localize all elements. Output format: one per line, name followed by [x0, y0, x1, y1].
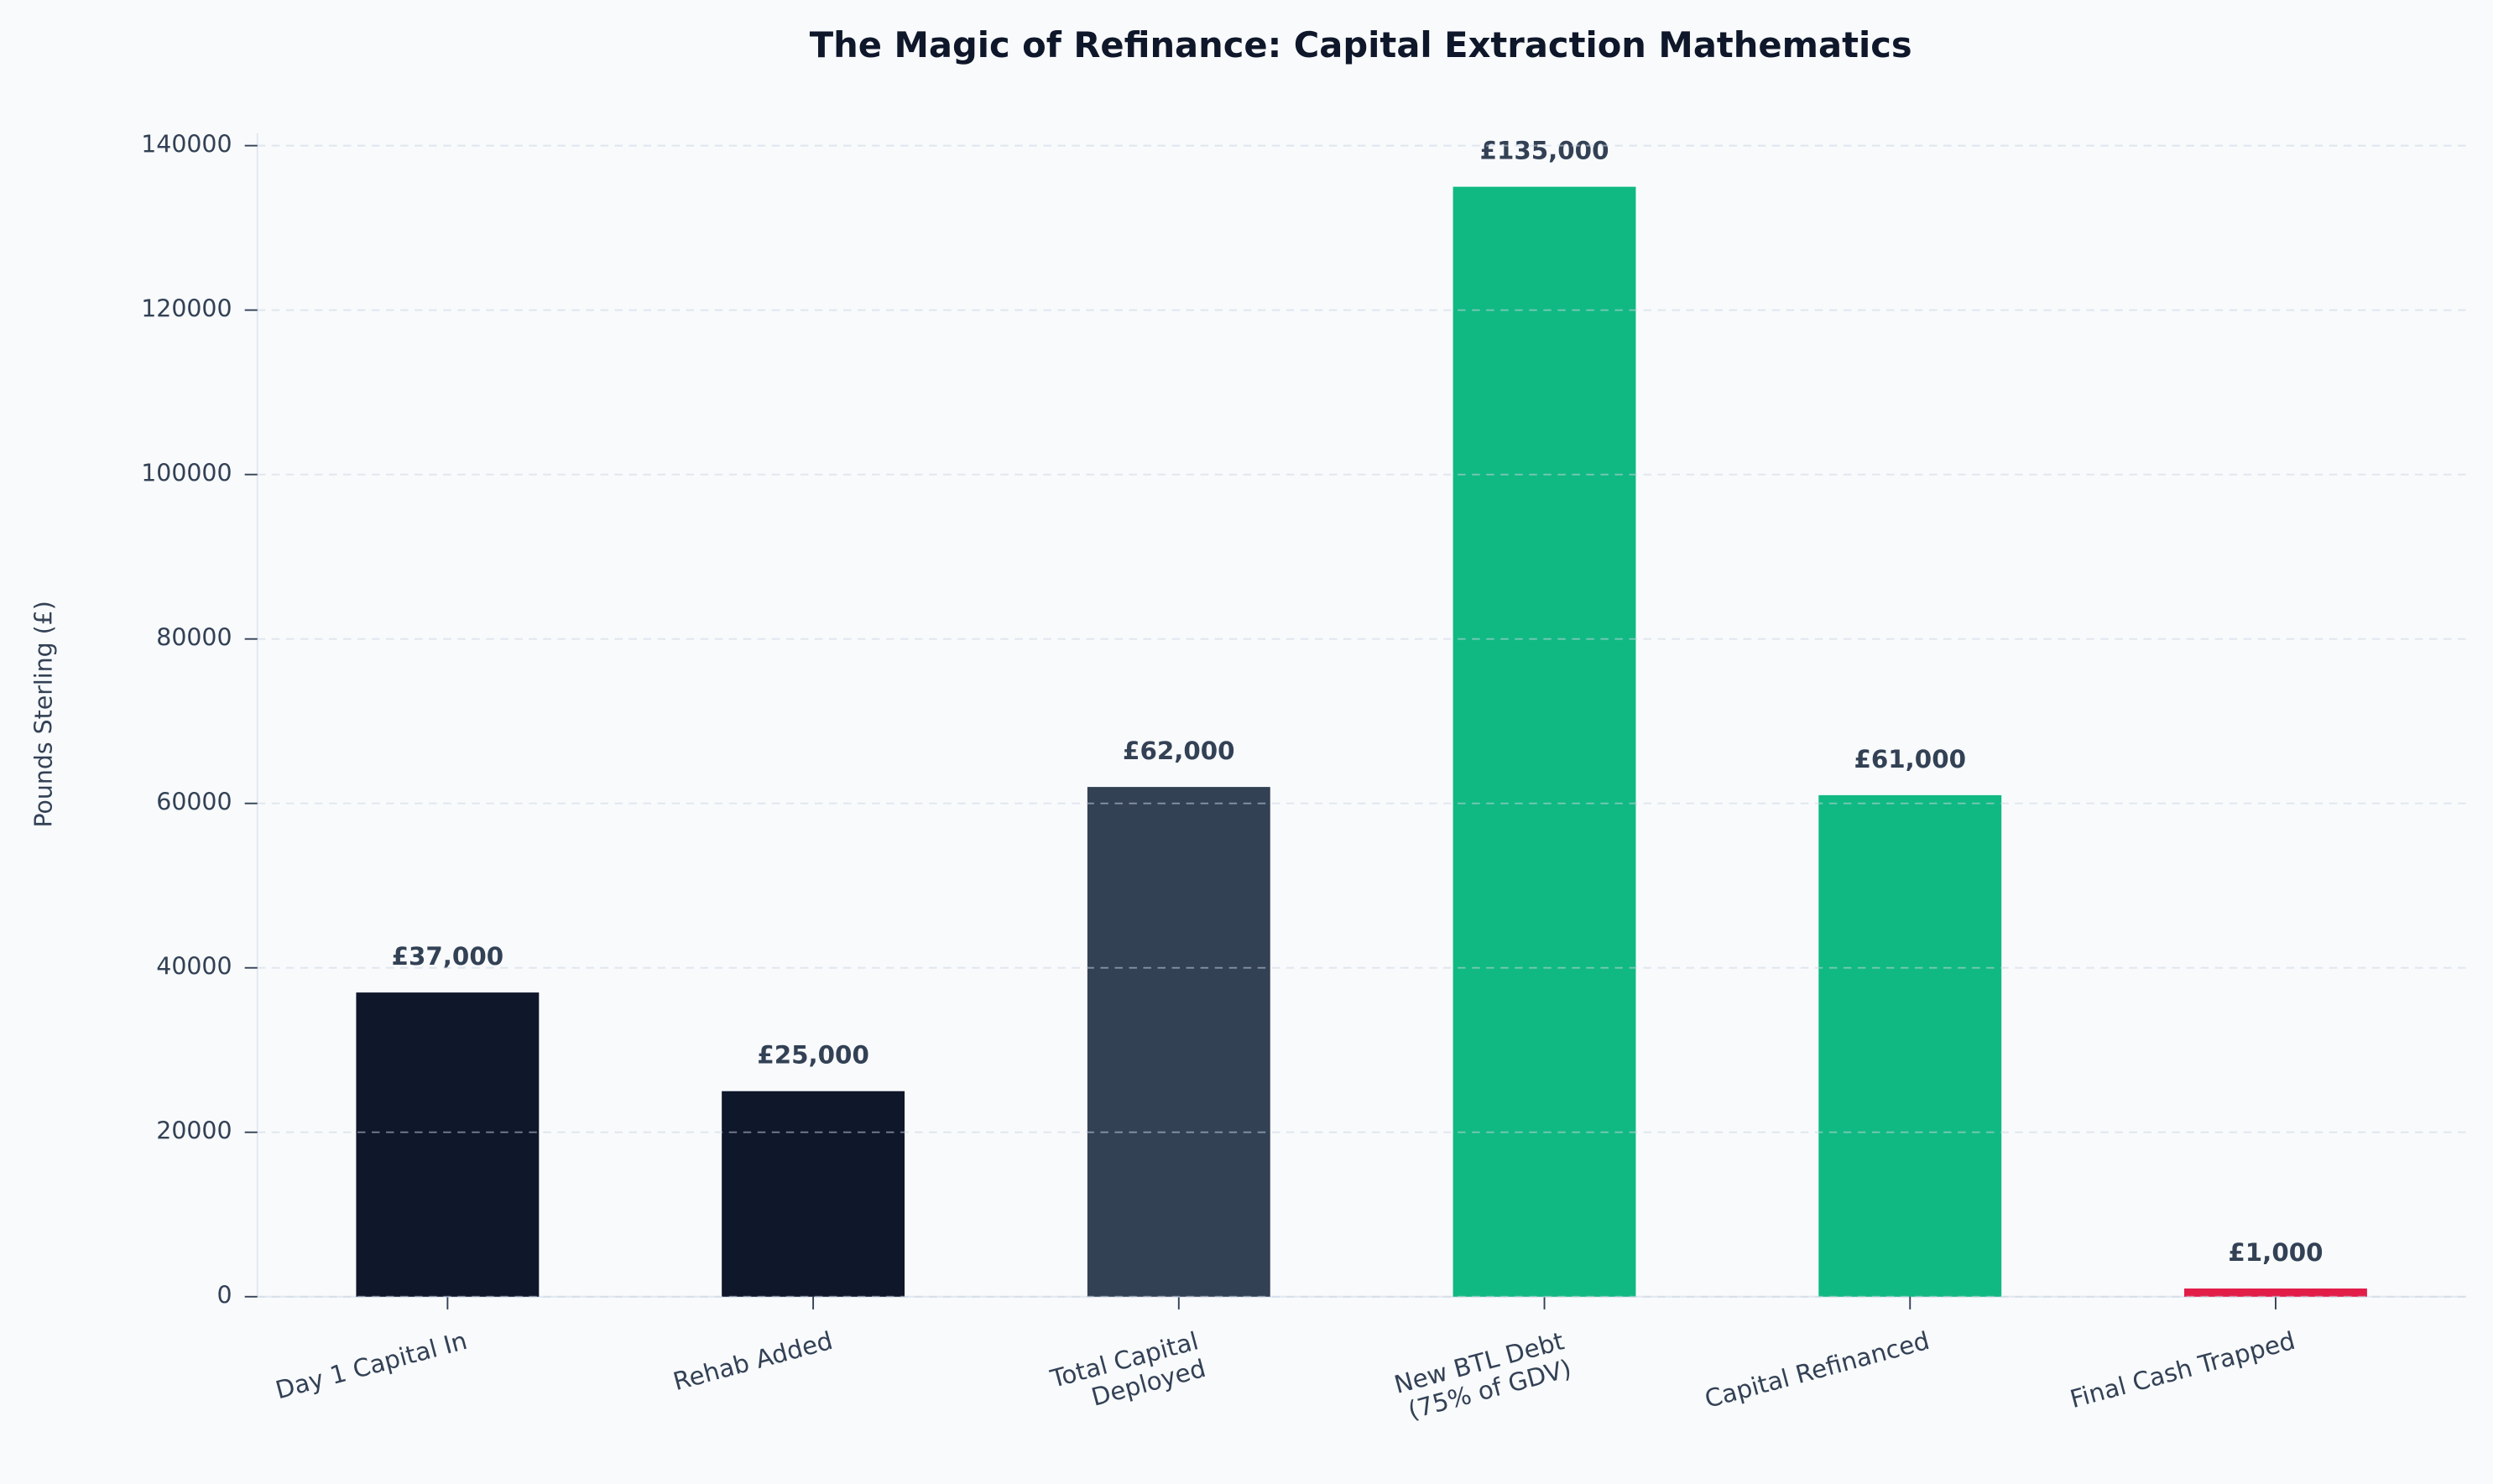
bar — [2184, 1288, 2367, 1297]
value-label: £135,000 — [1480, 137, 1609, 165]
y-axis-label: Pounds Sterling (£) — [29, 601, 57, 827]
bar — [722, 1091, 905, 1297]
y-tick-label: 120000 — [141, 295, 232, 323]
bar — [1087, 787, 1270, 1297]
y-tick-label: 0 — [216, 1282, 232, 1310]
value-label: £61,000 — [1854, 745, 1966, 773]
y-tick-label: 100000 — [141, 460, 232, 487]
y-tick-label: 60000 — [156, 789, 232, 816]
chart-title: The Magic of Refinance: Capital Extracti… — [810, 24, 1912, 65]
y-tick-label: 80000 — [156, 624, 232, 652]
bar — [1818, 794, 2002, 1297]
value-label: £1,000 — [2228, 1238, 2323, 1267]
y-tick-label: 40000 — [156, 953, 232, 981]
bar — [356, 992, 540, 1297]
value-label: £62,000 — [1123, 737, 1235, 765]
bar — [1453, 186, 1636, 1297]
value-label: £25,000 — [757, 1041, 869, 1070]
y-tick-label: 20000 — [156, 1117, 232, 1145]
value-label: £37,000 — [392, 942, 504, 971]
y-tick-label: 140000 — [141, 131, 232, 159]
